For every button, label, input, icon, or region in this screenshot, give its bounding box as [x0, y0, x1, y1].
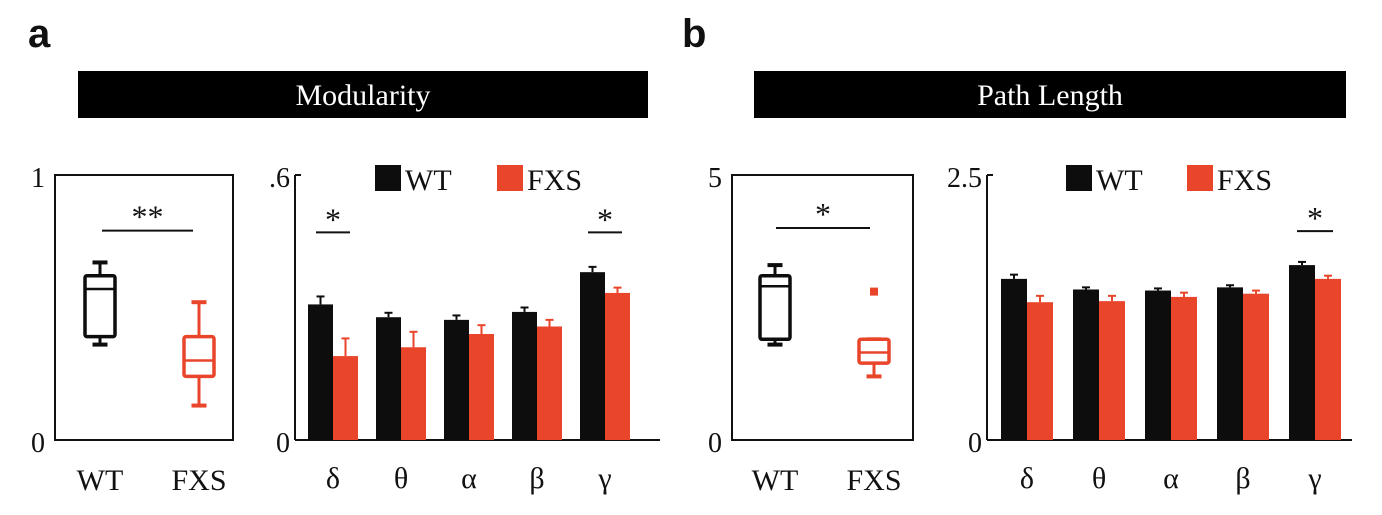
bar-wt — [1145, 290, 1171, 440]
y-tick-label: 0 — [968, 428, 982, 459]
modularity-bar-chart: 0 .6 δ θ α β γ * * WT FXS — [269, 163, 660, 495]
y-tick-label: 0 — [276, 428, 290, 459]
bar-wt — [376, 317, 401, 440]
box-plot-frame — [54, 174, 234, 441]
significance-marker: * — [815, 196, 831, 232]
significance-marker: * — [1307, 200, 1323, 236]
bar-wt — [512, 311, 537, 440]
significance-marker: * — [597, 201, 613, 237]
box-wt — [758, 273, 792, 342]
x-tick-label: θ — [1092, 462, 1106, 495]
y-tick-label: 5 — [708, 163, 722, 194]
legend-swatch-wt — [1066, 165, 1092, 191]
x-tick-label: δ — [1020, 462, 1034, 495]
panel-letter-b: b — [682, 12, 706, 56]
x-tick-label: FXS — [846, 464, 901, 497]
path-length-boxplot: 0 5 WT FXS * — [708, 163, 914, 497]
bar-fxs — [1099, 301, 1125, 440]
x-tick-label: β — [529, 462, 544, 495]
significance-marker: ** — [132, 199, 164, 235]
bar-fxs — [1315, 278, 1341, 440]
bar-wt — [444, 319, 469, 440]
legend-swatch-wt — [375, 165, 401, 191]
y-tick-label: 1 — [31, 163, 45, 194]
banner-modularity — [78, 71, 648, 118]
bar-fxs — [469, 334, 494, 440]
legend-label-wt: WT — [1096, 164, 1143, 197]
x-tick-label: WT — [77, 464, 124, 497]
y-tick-label: 0 — [708, 428, 722, 459]
x-tick-label: α — [461, 462, 477, 495]
bar-wt — [1001, 278, 1027, 440]
modularity-boxplot: 0 1 WT FXS ** — [31, 163, 234, 497]
legend-label-fxs: FXS — [1217, 164, 1272, 197]
y-tick-label: .6 — [269, 163, 290, 194]
bar-fxs — [1171, 296, 1197, 440]
box-fxs — [182, 334, 216, 379]
box-wt — [83, 273, 117, 339]
bar-fxs — [1027, 302, 1053, 440]
x-tick-label: δ — [326, 462, 340, 495]
panel-letter-a: a — [28, 12, 51, 56]
banner-path-length — [754, 71, 1346, 118]
legend-label-fxs: FXS — [527, 164, 582, 197]
bar-fxs — [1243, 293, 1269, 440]
bar-wt — [1289, 265, 1315, 440]
x-tick-label: γ — [597, 462, 611, 495]
legend-swatch-fxs — [497, 165, 523, 191]
x-tick-label: α — [1163, 462, 1179, 495]
bar-wt — [1073, 289, 1099, 440]
legend-label-wt: WT — [405, 164, 452, 197]
bar-fxs — [401, 347, 426, 440]
path-length-bar-chart: 0 2.5 δ θ α β γ * WT FXS — [947, 163, 1352, 495]
bar-fxs — [537, 326, 562, 440]
box-plot-frame — [731, 174, 914, 441]
bar-wt — [1217, 287, 1243, 440]
bar-fxs — [605, 292, 630, 440]
x-tick-label: FXS — [171, 464, 226, 497]
y-tick-label: 2.5 — [947, 163, 982, 194]
banner-modularity-label: Modularity — [296, 79, 431, 112]
bar-fxs — [333, 356, 358, 440]
box-outlier-fxs — [870, 287, 878, 296]
box-fxs — [857, 337, 891, 365]
legend-swatch-fxs — [1187, 165, 1213, 191]
x-tick-label: θ — [394, 462, 408, 495]
banner-path-length-label: Path Length — [977, 79, 1123, 112]
x-tick-label: γ — [1307, 462, 1321, 495]
x-tick-label: WT — [752, 464, 799, 497]
bar-wt — [580, 272, 605, 440]
significance-marker: * — [325, 201, 341, 237]
y-tick-label: 0 — [31, 428, 45, 459]
x-tick-label: β — [1235, 462, 1250, 495]
bar-wt — [308, 304, 333, 440]
